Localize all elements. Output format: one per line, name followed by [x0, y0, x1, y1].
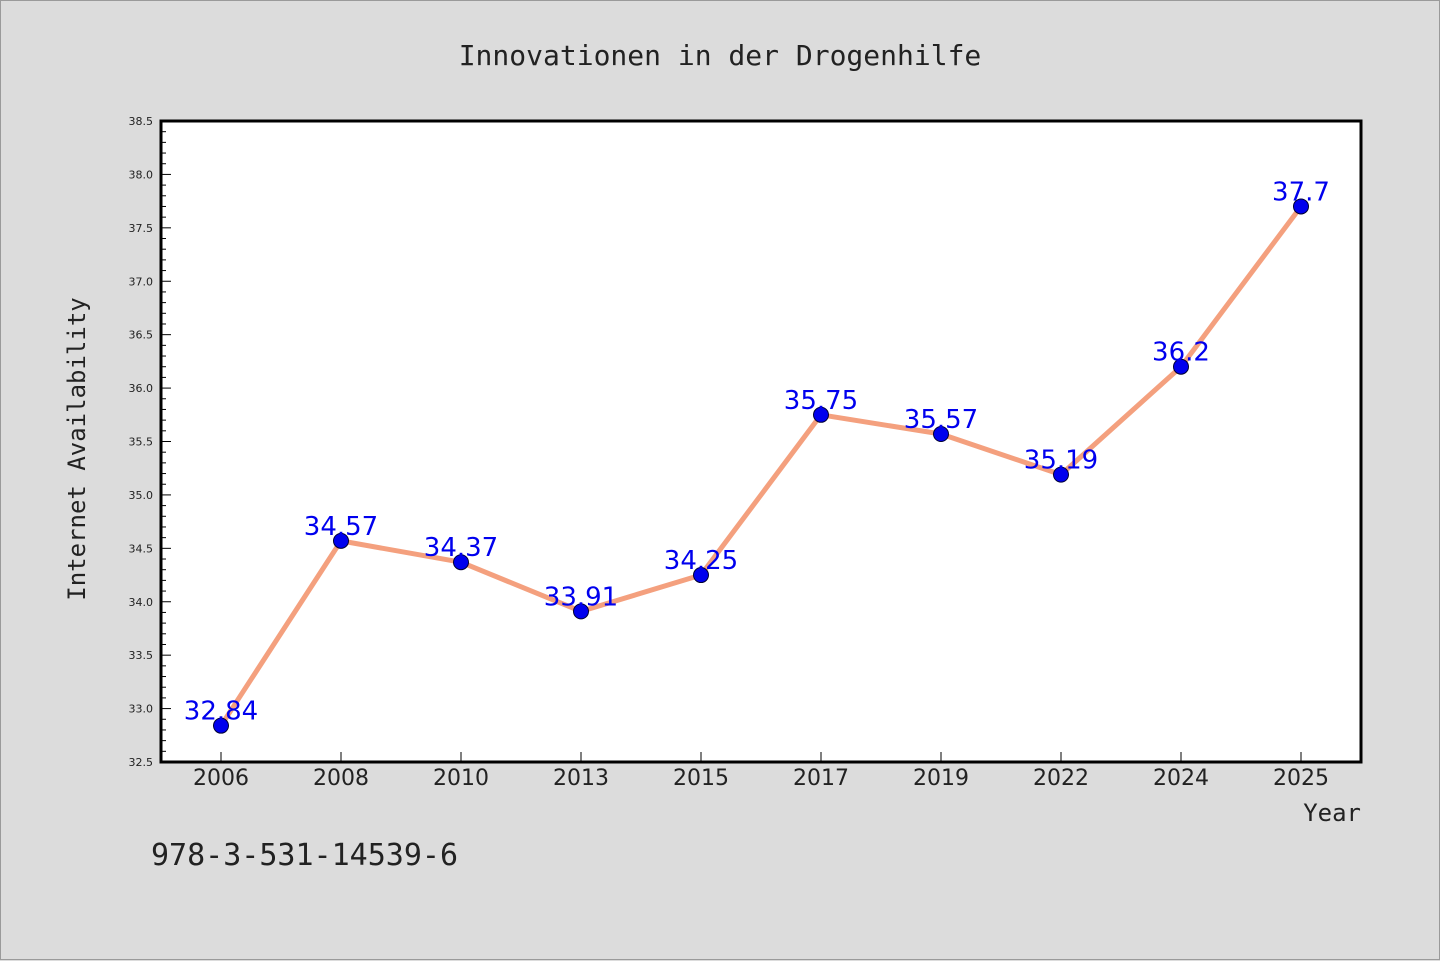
data-label: 32.84	[184, 697, 258, 727]
series-line-group	[218, 203, 1304, 729]
data-labels-group: 32.84 34.57 34.37 33.91 34.25 35.75 35.57 35.19…	[184, 177, 1330, 726]
y-tick-label: 36.0	[129, 382, 154, 395]
x-axis: 2006 2008 2010 2013 2015 2017 2019 2022 2024 2025	[193, 752, 1329, 791]
data-label: 33.91	[544, 582, 618, 612]
data-label: 36.2	[1152, 338, 1210, 368]
x-tick-label: 2008	[313, 766, 369, 791]
x-tick-label: 2019	[913, 766, 969, 791]
y-tick-label: 35.0	[129, 489, 154, 502]
data-label: 37.7	[1272, 177, 1330, 207]
x-axis-label: Year	[1303, 799, 1361, 827]
chart-title: Innovationen in der Drogenhilfe	[459, 39, 982, 72]
x-tick-label: 2013	[553, 766, 609, 791]
y-tick-label: 37.0	[129, 275, 154, 288]
y-tick-label: 33.0	[129, 703, 154, 716]
data-label: 34.25	[664, 546, 738, 576]
y-tick-label: 34.0	[129, 596, 154, 609]
y-tick-label: 34.5	[129, 542, 154, 555]
y-axis-label: Internet Availability	[63, 297, 91, 600]
x-tick-label: 2017	[793, 766, 849, 791]
y-tick-label: 38.5	[129, 115, 154, 128]
data-point	[1173, 358, 1189, 375]
x-tick-label: 2025	[1273, 766, 1329, 791]
x-tick-label: 2015	[673, 766, 729, 791]
series-line	[218, 203, 1304, 729]
data-label: 35.19	[1024, 446, 1098, 476]
data-point	[333, 532, 349, 549]
plot-area	[159, 119, 1363, 764]
y-tick-label: 35.5	[129, 436, 154, 449]
data-point	[1293, 198, 1309, 215]
y-tick-label: 37.5	[129, 222, 154, 235]
y-axis: 32.5 33.0 33.5 34.0 34.5 35.0 35.5 36.0 36.5 37.0…	[129, 115, 171, 769]
data-label: 35.57	[904, 405, 978, 435]
data-point	[933, 426, 949, 443]
y-tick-label: 32.5	[129, 756, 154, 769]
data-point	[453, 554, 469, 571]
y-tick-label: 38.0	[129, 168, 154, 181]
data-point	[813, 406, 829, 423]
y-tick-label: 36.5	[129, 329, 154, 342]
markers-group	[213, 198, 1309, 734]
data-label: 34.37	[424, 533, 498, 563]
data-point	[573, 603, 589, 620]
data-point	[693, 567, 709, 584]
data-label: 34.57	[304, 512, 378, 542]
x-tick-label: 2024	[1153, 766, 1209, 791]
x-tick-label: 2006	[193, 766, 249, 791]
x-tick-label: 2022	[1033, 766, 1089, 791]
y-tick-label: 33.5	[129, 649, 154, 662]
data-point	[213, 717, 229, 734]
data-label: 35.75	[784, 386, 858, 416]
isbn-text: 978-3-531-14539-6	[151, 838, 458, 873]
data-point	[1053, 466, 1069, 483]
x-tick-label: 2010	[433, 766, 489, 791]
